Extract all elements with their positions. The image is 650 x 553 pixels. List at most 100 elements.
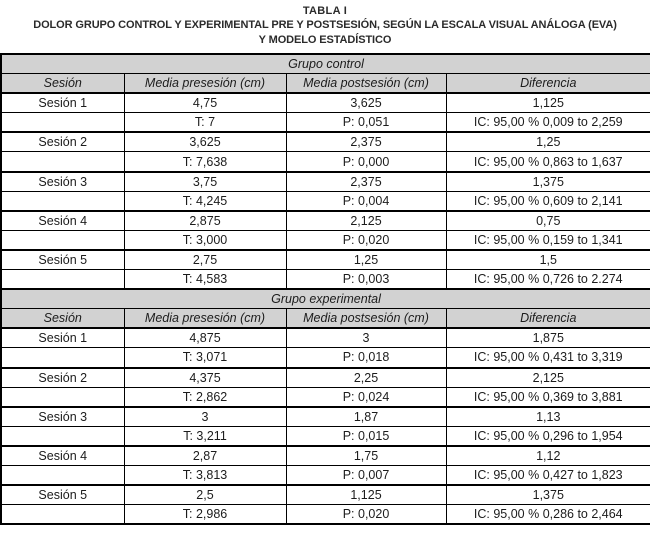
post-mean-cell: 1,87 <box>285 406 447 427</box>
col-header-post: Media postsesión (cm) <box>285 73 447 95</box>
t-stat-cell: T: 4,583 <box>123 269 287 291</box>
col-header-pre: Media presesión (cm) <box>123 73 287 95</box>
session-cell: Sesión 1 <box>0 92 125 114</box>
p-value-cell: P: 0,003 <box>285 269 447 291</box>
post-mean-cell: 1,75 <box>285 445 447 466</box>
difference-cell: 1,25 <box>445 131 650 153</box>
empty-cell <box>0 112 125 134</box>
post-mean-cell: 3,625 <box>285 92 447 114</box>
ci-cell: IC: 95,00 % 0,609 to 2,141 <box>445 190 650 212</box>
post-mean-cell: 2,125 <box>285 210 447 231</box>
table-number: TABLA I <box>302 5 348 17</box>
empty-cell <box>0 269 125 291</box>
pre-mean-cell: 3,75 <box>123 171 287 192</box>
ci-cell: IC: 95,00 % 0,369 to 3,881 <box>445 386 650 408</box>
session-cell: Sesión 4 <box>0 210 125 231</box>
group-header-experimental: Grupo experimental <box>0 288 650 310</box>
col-header-session: Sesión <box>0 308 125 330</box>
p-value-cell: P: 0,020 <box>285 229 447 251</box>
pre-mean-cell: 4,375 <box>123 367 287 388</box>
p-value-cell: P: 0,015 <box>285 425 447 447</box>
session-cell: Sesión 5 <box>0 484 125 506</box>
session-cell: Sesión 4 <box>0 445 125 466</box>
empty-cell <box>0 190 125 212</box>
column-header-row: Sesión Media presesión (cm) Media postse… <box>0 73 650 95</box>
empty-cell <box>0 151 125 173</box>
table-row: Sesión 4 2,875 2,125 0,75 <box>0 210 650 231</box>
empty-cell <box>0 347 125 369</box>
p-value-cell: P: 0,024 <box>285 386 447 408</box>
post-mean-cell: 1,25 <box>285 249 447 271</box>
ci-cell: IC: 95,00 % 0,296 to 1,954 <box>445 425 650 447</box>
col-header-diff: Diferencia <box>445 308 650 330</box>
pre-mean-cell: 2,75 <box>123 249 287 271</box>
p-value-cell: P: 0,007 <box>285 464 447 487</box>
pre-mean-cell: 2,87 <box>123 445 287 466</box>
difference-cell: 0,75 <box>445 210 650 231</box>
table-row: T: 3,813 P: 0,007 IC: 95,00 % 0,427 to 1… <box>0 464 650 487</box>
eva-results-table: Grupo control Sesión Media presesión (cm… <box>0 53 650 526</box>
table-row: T: 7,638 P: 0,000 IC: 95,00 % 0,863 to 1… <box>0 151 650 173</box>
table-row: Sesión 1 4,875 3 1,875 <box>0 327 650 349</box>
post-mean-cell: 2,25 <box>285 367 447 388</box>
col-header-session: Sesión <box>0 73 125 95</box>
t-stat-cell: T: 7 <box>123 112 287 134</box>
pre-mean-cell: 2,875 <box>123 210 287 231</box>
table-row: T: 3,211 P: 0,015 IC: 95,00 % 0,296 to 1… <box>0 425 650 447</box>
empty-cell <box>0 504 125 526</box>
difference-cell: 1,375 <box>445 171 650 192</box>
ci-cell: IC: 95,00 % 0,863 to 1,637 <box>445 151 650 173</box>
session-cell: Sesión 2 <box>0 131 125 153</box>
ci-cell: IC: 95,00 % 0,427 to 1,823 <box>445 464 650 487</box>
table-row: Sesión 3 3 1,87 1,13 <box>0 406 650 427</box>
table-title-line2: Y MODELO ESTADÍSTICO <box>258 33 392 46</box>
pre-mean-cell: 4,875 <box>123 327 287 349</box>
t-stat-cell: T: 3,813 <box>123 464 287 487</box>
col-header-diff: Diferencia <box>445 73 650 95</box>
table-row: T: 7 P: 0,051 IC: 95,00 % 0,009 to 2,259 <box>0 112 650 134</box>
empty-cell <box>0 229 125 251</box>
table-row: T: 3,071 P: 0,018 IC: 95,00 % 0,431 to 3… <box>0 347 650 369</box>
col-header-pre: Media presesión (cm) <box>123 308 287 330</box>
ci-cell: IC: 95,00 % 0,431 to 3,319 <box>445 347 650 369</box>
col-header-post: Media postsesión (cm) <box>285 308 447 330</box>
group-header-control: Grupo control <box>0 53 650 75</box>
empty-cell <box>0 386 125 408</box>
p-value-cell: P: 0,018 <box>285 347 447 369</box>
p-value-cell: P: 0,020 <box>285 504 447 526</box>
difference-cell: 1,13 <box>445 406 650 427</box>
table-caption: TABLA I DOLOR GRUPO CONTROL Y EXPERIMENT… <box>0 0 650 47</box>
t-stat-cell: T: 3,071 <box>123 347 287 369</box>
table-row: Sesión 2 4,375 2,25 2,125 <box>0 367 650 388</box>
t-stat-cell: T: 7,638 <box>123 151 287 173</box>
t-stat-cell: T: 4,245 <box>123 190 287 212</box>
t-stat-cell: T: 2,862 <box>123 386 287 408</box>
difference-cell: 2,125 <box>445 367 650 388</box>
difference-cell: 1,375 <box>445 484 650 506</box>
table-row: T: 2,862 P: 0,024 IC: 95,00 % 0,369 to 3… <box>0 386 650 408</box>
session-cell: Sesión 2 <box>0 367 125 388</box>
table-row: Sesión 4 2,87 1,75 1,12 <box>0 445 650 466</box>
p-value-cell: P: 0,000 <box>285 151 447 173</box>
session-cell: Sesión 3 <box>0 171 125 192</box>
post-mean-cell: 3 <box>285 327 447 349</box>
ci-cell: IC: 95,00 % 0,286 to 2,464 <box>445 504 650 526</box>
column-header-row: Sesión Media presesión (cm) Media postse… <box>0 308 650 330</box>
difference-cell: 1,125 <box>445 92 650 114</box>
table-row: T: 4,245 P: 0,004 IC: 95,00 % 0,609 to 2… <box>0 190 650 212</box>
table-row: Sesión 5 2,75 1,25 1,5 <box>0 249 650 271</box>
group-band-control: Grupo control <box>0 53 650 75</box>
pre-mean-cell: 2,5 <box>123 484 287 506</box>
ci-cell: IC: 95,00 % 0,726 to 2.274 <box>445 269 650 291</box>
p-value-cell: P: 0,004 <box>285 190 447 212</box>
post-mean-cell: 1,125 <box>285 484 447 506</box>
session-cell: Sesión 3 <box>0 406 125 427</box>
pre-mean-cell: 3,625 <box>123 131 287 153</box>
ci-cell: IC: 95,00 % 0,009 to 2,259 <box>445 112 650 134</box>
table-row: Sesión 2 3,625 2,375 1,25 <box>0 131 650 153</box>
empty-cell <box>0 464 125 487</box>
p-value-cell: P: 0,051 <box>285 112 447 134</box>
t-stat-cell: T: 3,211 <box>123 425 287 447</box>
table-row: Sesión 5 2,5 1,125 1,375 <box>0 484 650 506</box>
difference-cell: 1,875 <box>445 327 650 349</box>
